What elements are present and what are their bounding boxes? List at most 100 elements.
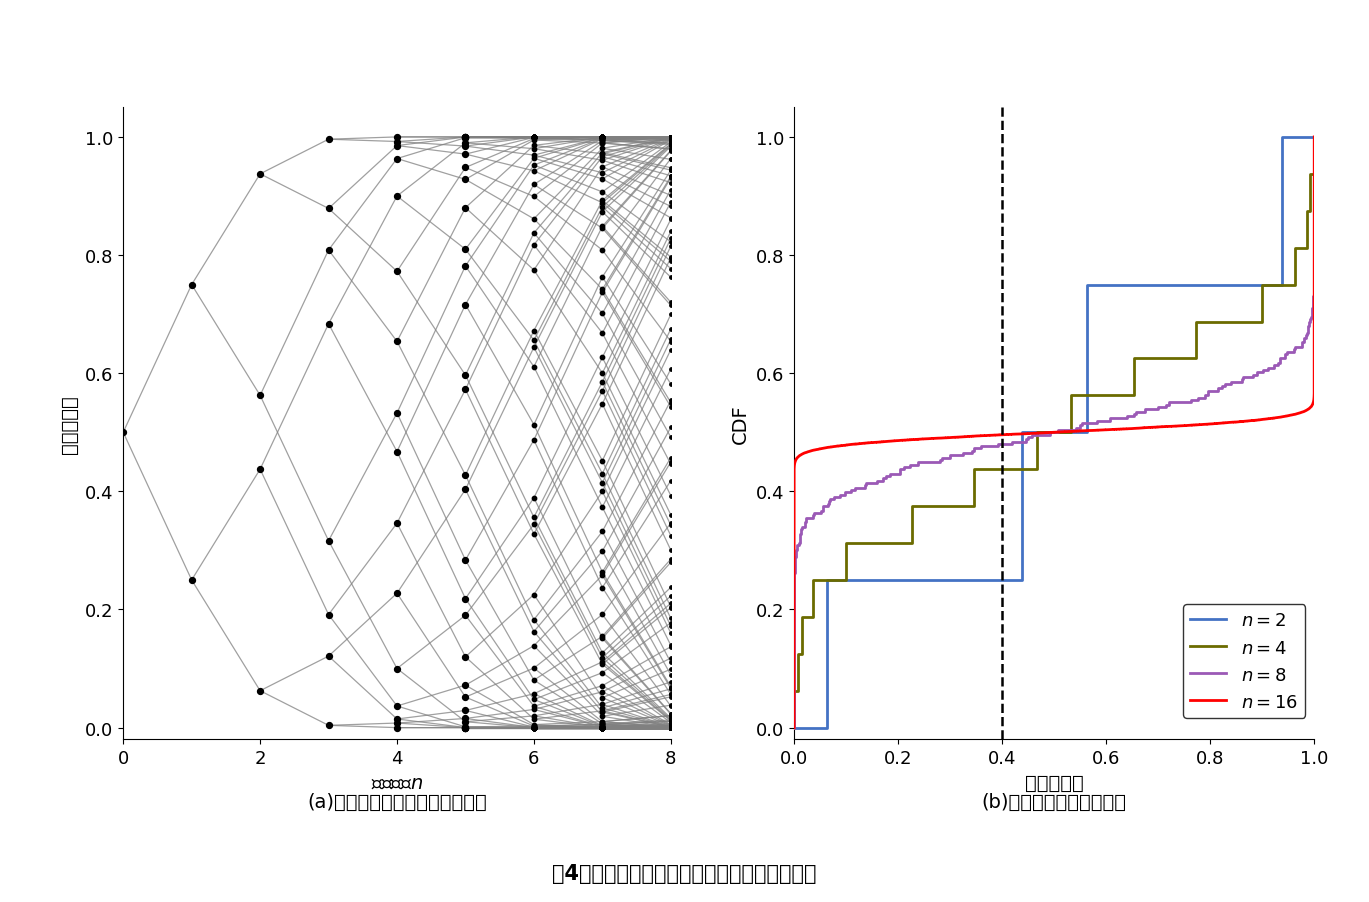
Point [591,307,613,321]
Point [523,360,545,374]
Point [386,716,408,731]
Point [660,138,682,152]
Point [660,254,682,269]
Point [660,131,682,145]
Point [660,721,682,735]
Point [523,131,545,145]
Point [112,426,134,440]
Point [660,721,682,735]
Point [660,721,682,735]
Point [660,132,682,146]
Point [591,271,613,285]
Point [591,131,613,145]
Point [523,152,545,166]
Point [660,134,682,149]
Point [660,721,682,735]
Point [660,721,682,735]
Point [523,721,545,735]
Point [591,721,613,735]
Point [591,608,613,622]
Point [660,720,682,734]
Point [455,243,476,257]
Point [660,170,682,184]
Point [591,172,613,187]
Point [660,132,682,146]
Point [318,608,340,622]
Point [660,232,682,246]
Point [660,596,682,611]
Point [660,656,682,670]
Point [660,131,682,145]
Point [523,131,545,145]
Point [660,719,682,733]
Point [660,131,682,145]
Point [660,262,682,277]
Point [591,384,613,399]
Point [591,678,613,693]
Point [660,721,682,735]
Point [660,713,682,728]
Point [660,721,682,735]
Point [523,527,545,541]
Point [455,201,476,216]
Point [660,144,682,159]
Point [660,721,682,735]
Point [660,161,682,176]
Point [660,720,682,734]
Point [591,131,613,145]
Point [660,721,682,735]
Point [523,159,545,173]
Point [591,721,613,735]
Point [660,720,682,734]
Point [660,131,682,145]
Point [591,131,613,145]
Point [660,457,682,472]
Point [660,721,682,735]
Point [660,713,682,727]
Point [386,712,408,726]
Point [249,463,271,477]
Point [591,197,613,211]
Point [660,131,682,145]
Point [660,721,682,735]
Point [591,131,613,145]
Point [660,714,682,729]
Point [660,131,682,145]
Point [660,681,682,695]
Point [660,690,682,704]
Point [660,721,682,735]
Point [455,148,476,162]
Point [660,626,682,640]
Point [591,721,613,735]
Y-axis label: 通信路容量: 通信路容量 [60,394,79,454]
Point [455,721,476,735]
Point [591,147,613,161]
Point [455,369,476,383]
Point [591,283,613,298]
Point [660,143,682,157]
Point [591,721,613,735]
Point [455,592,476,606]
Point [591,721,613,735]
Point [591,131,613,145]
Point [318,718,340,732]
Point [591,131,613,145]
Point [660,131,682,145]
Point [660,343,682,357]
Point [660,131,682,145]
Point [591,717,613,732]
Point [591,721,613,735]
Point [660,131,682,145]
Point [660,721,682,735]
X-axis label: 分極回数$n$: 分極回数$n$ [371,773,423,792]
Point [591,685,613,699]
Point [660,682,682,696]
Point [591,131,613,145]
Point [660,131,682,145]
Point [591,721,613,735]
Point [591,131,613,145]
Point [660,251,682,265]
Point [591,566,613,580]
Point [660,394,682,409]
Point [591,131,613,145]
